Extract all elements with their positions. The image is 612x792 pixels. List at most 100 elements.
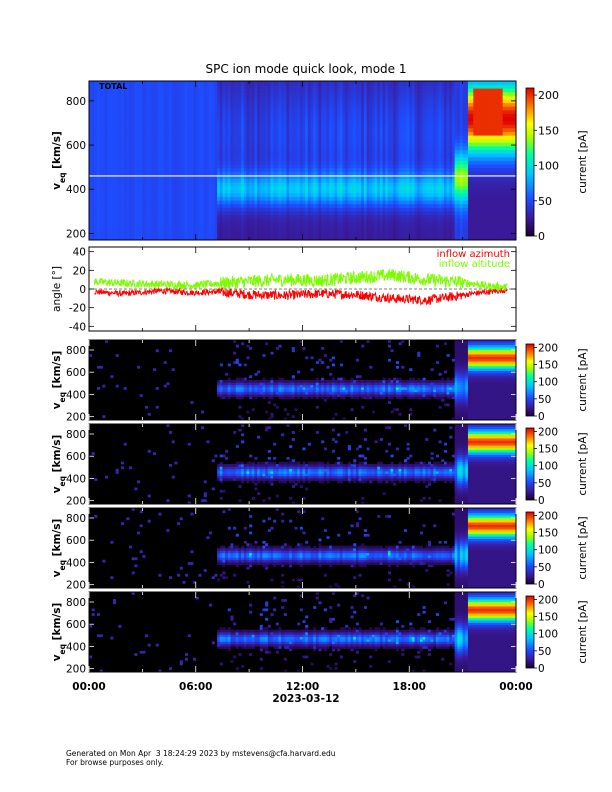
heatmap-cell	[267, 211, 271, 216]
heatmap-cell	[251, 88, 255, 93]
heatmap-cell	[315, 88, 319, 93]
heatmap-cell	[323, 102, 327, 107]
heatmap-cell	[171, 99, 175, 104]
heatmap-cell	[387, 167, 391, 172]
heatmap-cell	[243, 156, 247, 161]
heatmap-cell	[203, 146, 207, 151]
heatmap-cell	[382, 120, 386, 125]
heatmap-cell	[369, 153, 373, 158]
heatmap-cell	[163, 81, 167, 86]
heatmap-cell	[385, 218, 389, 223]
heatmap-cell	[299, 113, 303, 118]
heatmap-cell	[201, 120, 205, 125]
heatmap-cell	[323, 178, 327, 183]
heatmap-cell	[361, 131, 365, 136]
heatmap-cell	[281, 120, 285, 125]
heatmap-cell	[209, 153, 213, 158]
heatmap-cell	[363, 164, 367, 169]
heatmap-cell	[275, 149, 279, 154]
heatmap-cell	[318, 156, 322, 161]
heatmap-cell	[158, 232, 162, 237]
heatmap-cell	[358, 106, 362, 111]
heatmap-cell	[350, 113, 354, 118]
heatmap-cell	[382, 113, 386, 118]
heatmap-cell	[361, 171, 365, 176]
heatmap-cell	[97, 117, 101, 122]
heatmap-cell	[102, 81, 106, 86]
heatmap-cell	[193, 221, 197, 226]
heatmap-cell	[153, 236, 157, 241]
heatmap-cell	[121, 131, 125, 136]
heatmap-cell	[179, 84, 183, 89]
heatmap-cell	[153, 207, 157, 212]
heatmap-cell	[243, 131, 247, 136]
heatmap-cell	[249, 149, 253, 154]
heatmap-cell	[350, 91, 354, 96]
heatmap-cell	[219, 171, 223, 176]
heatmap-cell	[283, 109, 287, 114]
heatmap-cell	[161, 207, 165, 212]
heatmap-cell	[371, 88, 375, 93]
heatmap-cell	[251, 185, 255, 190]
heatmap-cell	[238, 225, 242, 230]
heatmap-cell	[158, 160, 162, 165]
heatmap-cell	[273, 102, 277, 107]
heatmap-cell	[257, 196, 261, 201]
heatmap-cell	[105, 182, 109, 187]
heatmap-cell	[246, 153, 250, 158]
heatmap-cell	[217, 91, 221, 96]
heatmap-cell	[355, 84, 359, 89]
heatmap-cell	[113, 124, 117, 129]
heatmap-cell	[201, 232, 205, 237]
heatmap-cell	[371, 131, 375, 136]
heatmap-cell	[134, 91, 138, 96]
heatmap-cell	[289, 185, 293, 190]
heatmap-cell	[366, 167, 370, 172]
heatmap-cell	[182, 189, 186, 194]
heatmap-cell	[115, 232, 119, 237]
heatmap-cell	[209, 88, 213, 93]
heatmap-cell	[294, 146, 298, 151]
heatmap-cell	[294, 138, 298, 143]
heatmap-cell	[377, 182, 381, 187]
heatmap-cell	[177, 207, 181, 212]
heatmap-cell	[350, 189, 354, 194]
heatmap-cell	[329, 149, 333, 154]
heatmap-cell	[126, 106, 130, 111]
heatmap-cell	[187, 142, 191, 147]
heatmap-cell	[347, 225, 351, 230]
heatmap-cell	[270, 160, 274, 165]
heatmap-cell	[206, 91, 210, 96]
heatmap-cell	[305, 117, 309, 122]
heatmap-cell	[251, 124, 255, 129]
heatmap-cell	[318, 218, 322, 223]
heatmap-cell	[315, 102, 319, 107]
heatmap-cell	[89, 207, 93, 212]
heatmap-cell	[238, 178, 242, 183]
heatmap-cell	[257, 189, 261, 194]
heatmap-cell	[169, 153, 173, 158]
heatmap-cell	[342, 142, 346, 147]
heatmap-cell	[326, 91, 330, 96]
heatmap-cell	[233, 178, 237, 183]
heatmap-cell	[385, 135, 389, 140]
heatmap-cell	[302, 109, 306, 114]
heatmap-cell	[225, 211, 229, 216]
heatmap-cell	[193, 135, 197, 140]
heatmap-cell	[334, 229, 338, 234]
heatmap-cell	[139, 95, 143, 100]
heatmap-cell	[115, 113, 119, 118]
heatmap-cell	[113, 171, 117, 176]
heatmap-cell	[235, 117, 239, 122]
heatmap-cell	[326, 225, 330, 230]
heatmap-cell	[166, 221, 170, 226]
heatmap-cell	[217, 113, 221, 118]
heatmap-cell	[89, 138, 93, 143]
heatmap-cell	[129, 124, 133, 129]
heatmap-cell	[238, 99, 242, 104]
heatmap-cell	[137, 185, 141, 190]
heatmap-cell	[142, 189, 146, 194]
heatmap-cell	[369, 138, 373, 143]
heatmap-cell	[161, 142, 165, 147]
heatmap-cell	[219, 120, 223, 125]
